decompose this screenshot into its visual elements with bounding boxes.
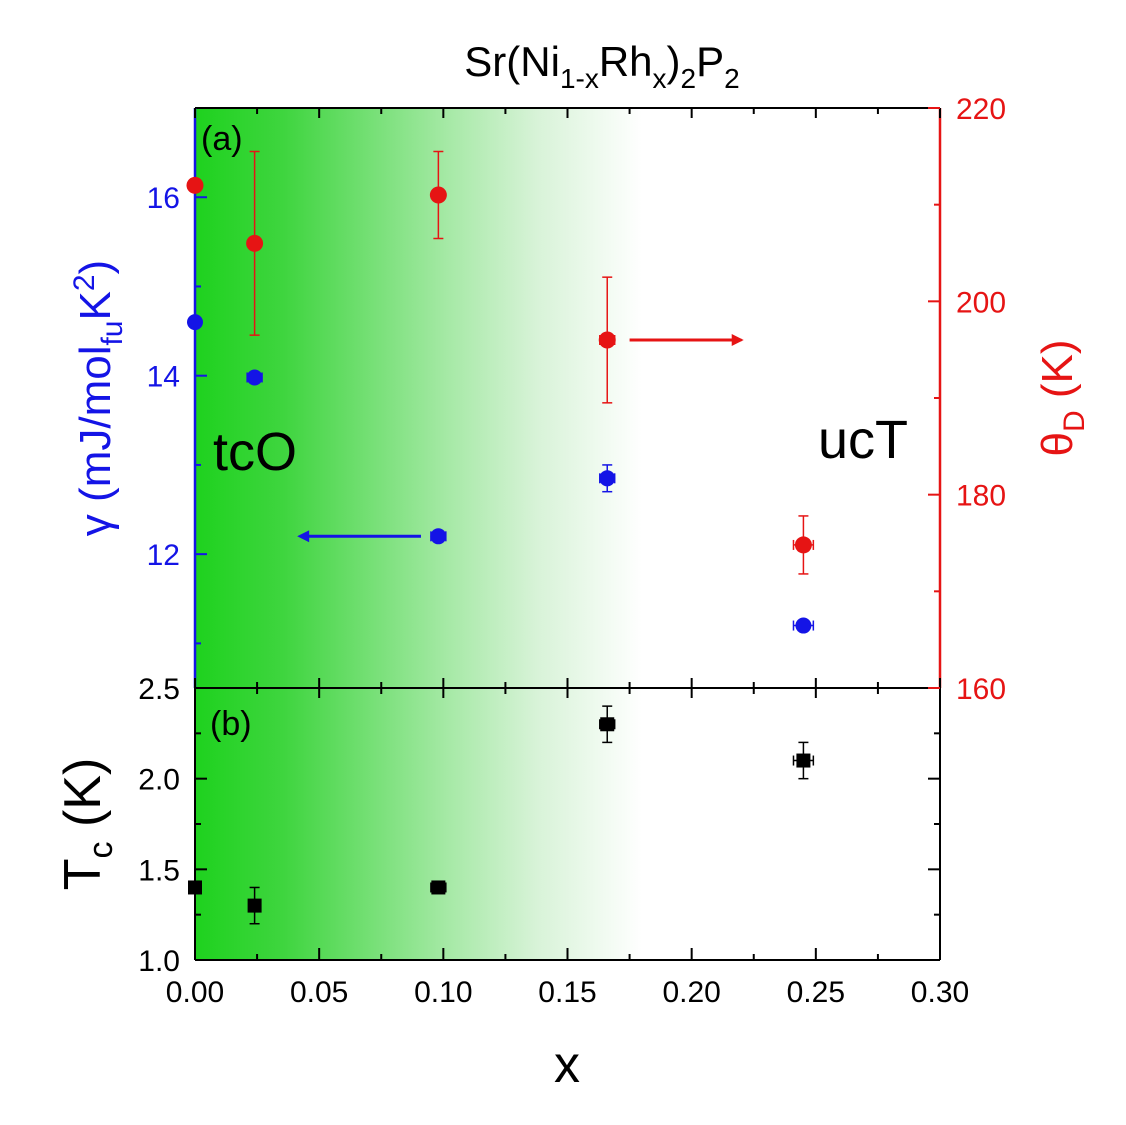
x-axis-label: x xyxy=(554,1036,580,1094)
theta-point xyxy=(246,234,264,252)
theta-point xyxy=(794,536,812,554)
tc-point xyxy=(796,753,811,768)
gamma-tick-label: 12 xyxy=(147,539,180,572)
x-tick-label: 0.25 xyxy=(787,976,845,1009)
tc-point xyxy=(431,880,446,895)
gamma-tick-label: 14 xyxy=(147,361,180,394)
panel-label-b: (b) xyxy=(210,705,252,743)
phase-gradient-a xyxy=(195,108,940,688)
theta-tick-label: 160 xyxy=(956,673,1006,706)
theta-point xyxy=(429,186,447,204)
gamma-point xyxy=(246,369,263,386)
theta-point xyxy=(186,176,204,194)
tc-tick-label: 2.5 xyxy=(138,673,180,706)
tc-point xyxy=(247,898,262,913)
tc-tick-label: 2.0 xyxy=(138,764,180,797)
phase-gradient-b xyxy=(195,688,940,960)
ticks-layer: 0.00 0.05 0.10 0.15 0.20 0.25 0.30 1.0 1.5 2.0 2.5… xyxy=(138,93,1006,1009)
x-tick-label: 0.05 xyxy=(290,976,348,1009)
tc-tick-label: 1.5 xyxy=(138,854,180,887)
gamma-axis-label: γ (mJ/molfuK2) xyxy=(68,260,129,536)
theta-tick-label: 200 xyxy=(956,286,1006,319)
theta-axis-label: θD (K) xyxy=(1033,339,1091,456)
gamma-point xyxy=(599,470,616,487)
annotation-uct: ucT xyxy=(818,410,908,470)
gamma-point xyxy=(795,617,812,634)
panel-label-a: (a) xyxy=(201,120,243,158)
annotation-tco: tcO xyxy=(213,422,297,482)
x-tick-label: 0.20 xyxy=(662,976,720,1009)
tc-axis-label: Tc (K) xyxy=(54,758,120,891)
gamma-tick-label: 16 xyxy=(147,182,180,215)
x-tick-label: 0.10 xyxy=(414,976,472,1009)
theta-tick-label: 180 xyxy=(956,480,1006,513)
tc-point xyxy=(600,717,615,732)
chart-title: Sr(Ni1-xRhx)2P2 xyxy=(464,38,739,94)
gamma-point xyxy=(430,528,447,545)
tc-point xyxy=(188,880,202,895)
theta-point xyxy=(598,331,616,349)
tc-tick-label: 1.0 xyxy=(138,945,180,978)
x-tick-label: 0.15 xyxy=(538,976,596,1009)
x-tick-label: 0.30 xyxy=(911,976,969,1009)
theta-tick-label: 220 xyxy=(956,93,1006,126)
x-tick-label: 0.00 xyxy=(166,976,224,1009)
marks-layer xyxy=(186,150,815,925)
gamma-point xyxy=(187,314,203,331)
